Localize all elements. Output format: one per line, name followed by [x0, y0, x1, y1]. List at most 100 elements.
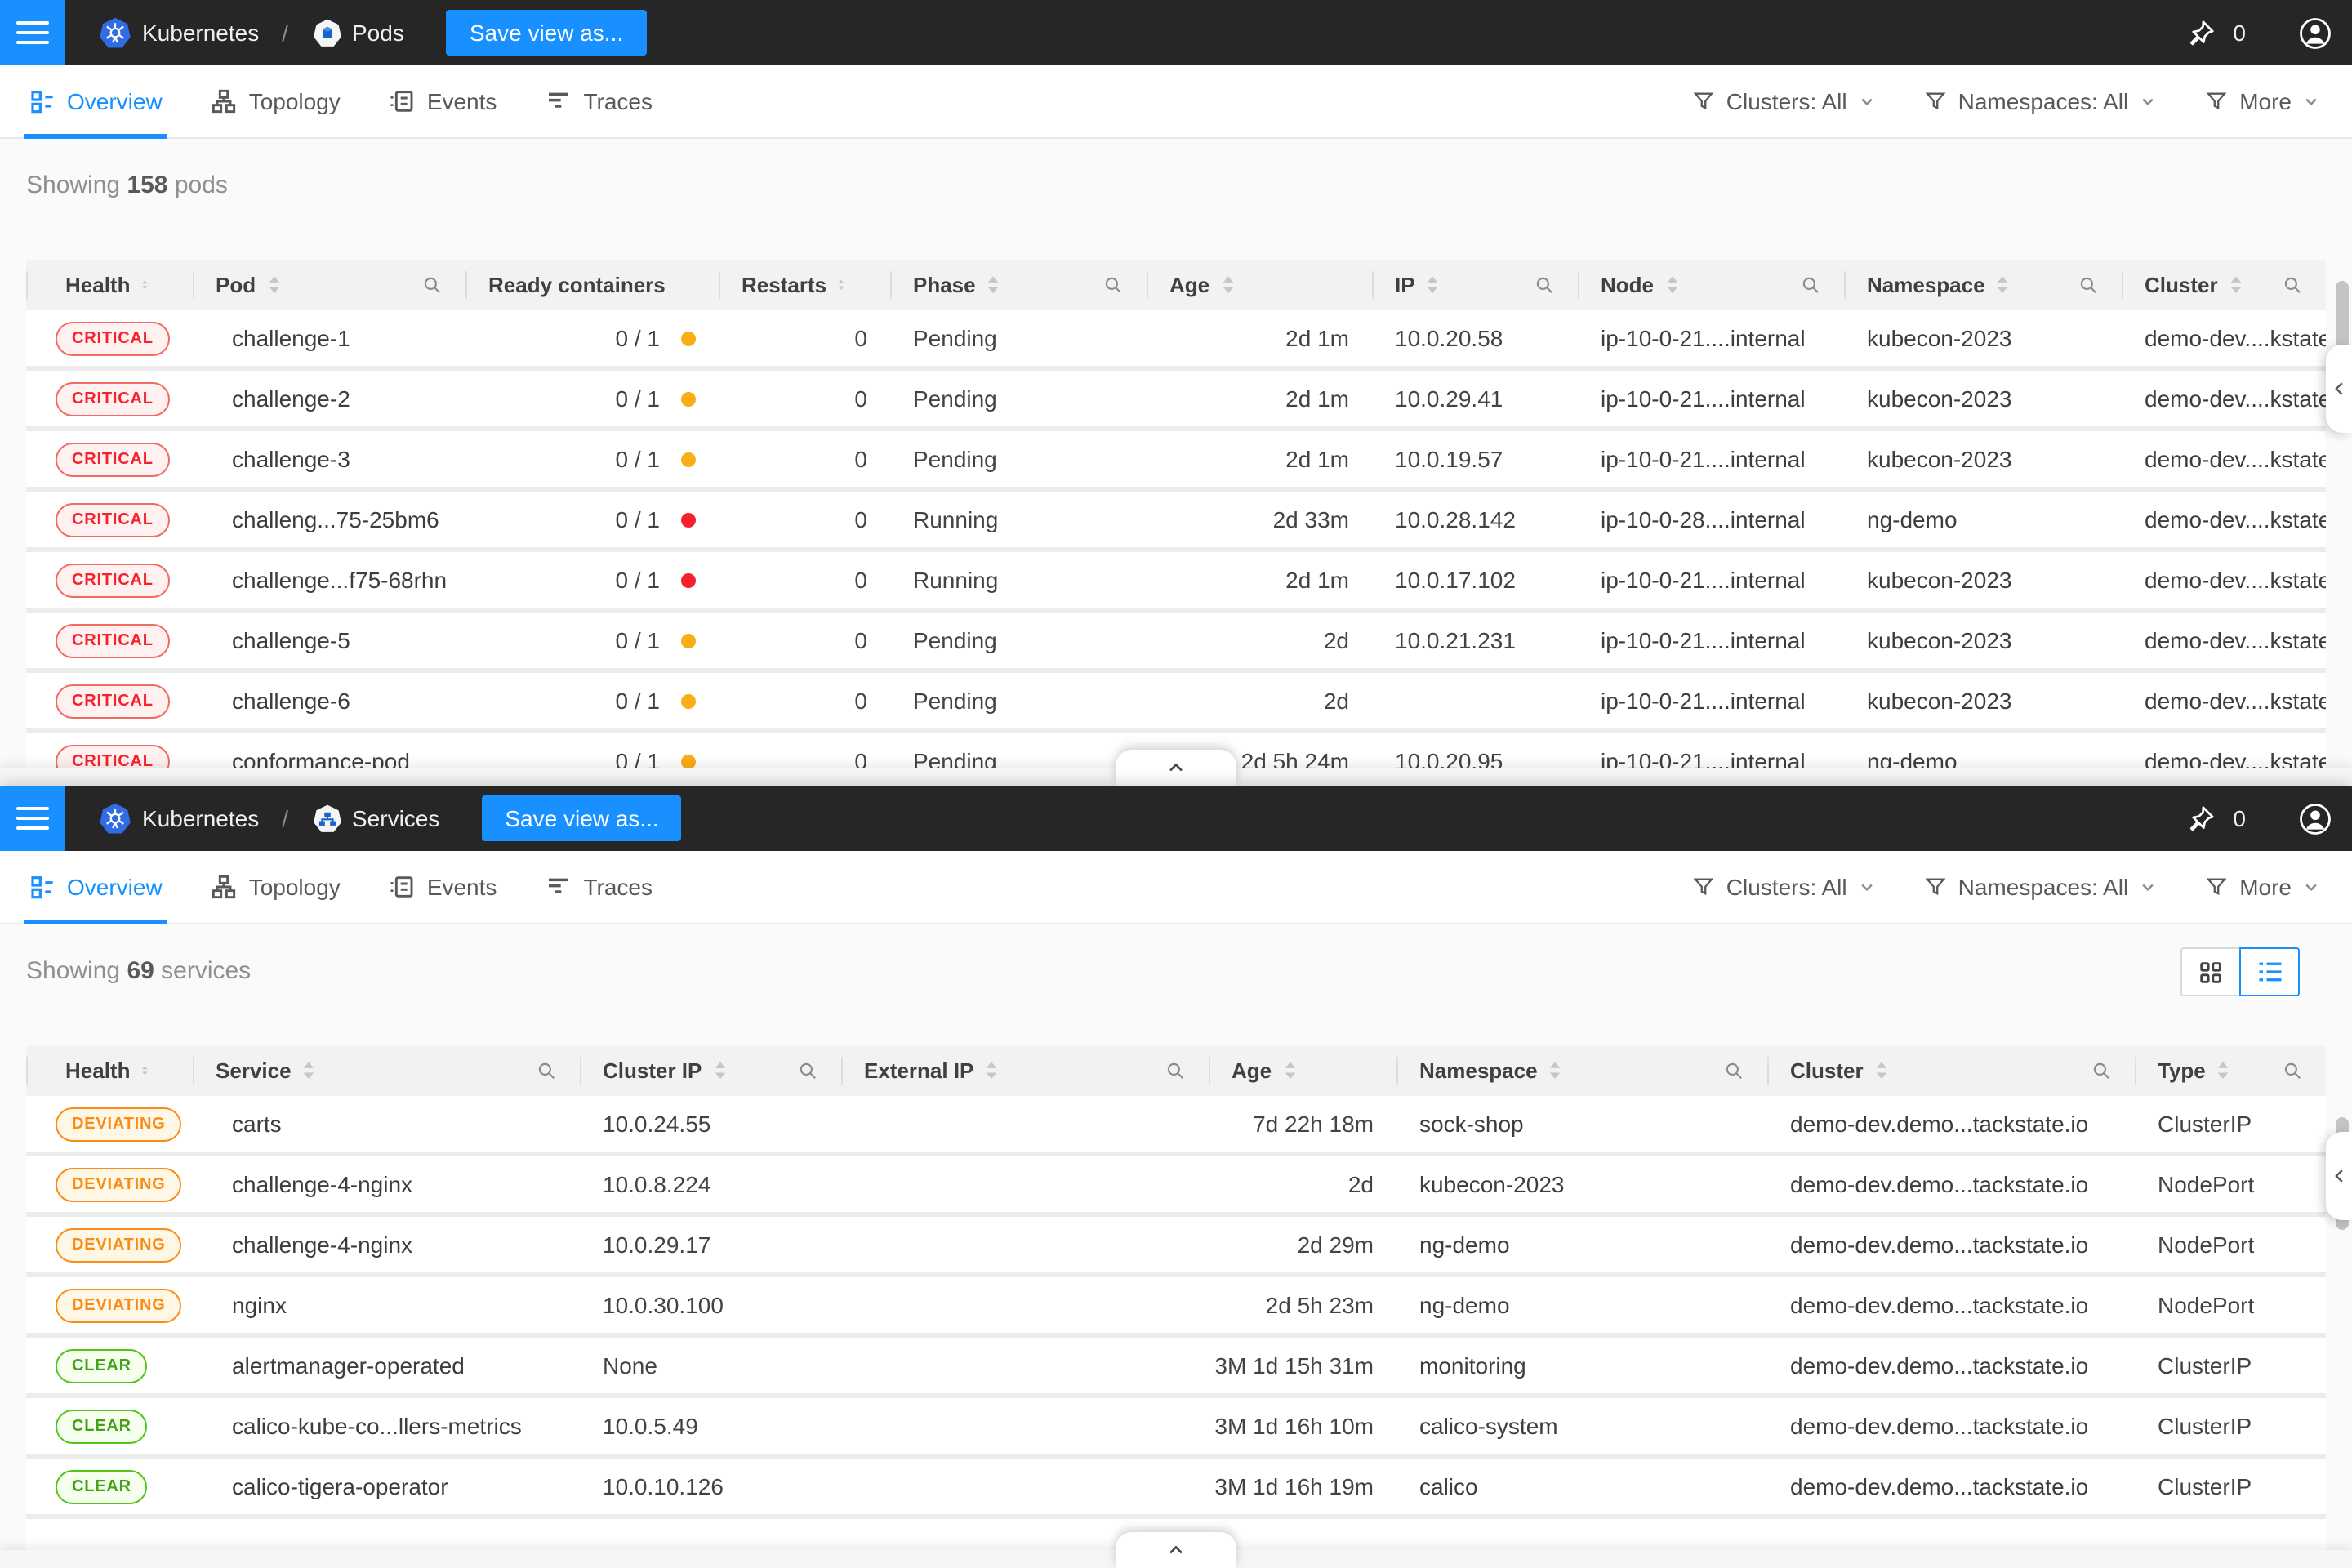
sort-icon[interactable]	[140, 1058, 149, 1083]
column-header[interactable]: IP	[1372, 260, 1578, 310]
service-table-row[interactable]: DEVIATING carts 10.0.24.55 7d 22h 18m so…	[26, 1096, 2326, 1156]
column-search-icon[interactable]	[1165, 1060, 1186, 1081]
pin-icon[interactable]	[2185, 803, 2216, 834]
sort-icon[interactable]	[2228, 273, 2244, 297]
sort-icon[interactable]	[301, 1058, 318, 1083]
menu-button[interactable]	[0, 0, 65, 65]
namespace-link[interactable]: calico	[1419, 1473, 1478, 1499]
cluster-link[interactable]: demo-dev.demo...tackstate.io	[1790, 1473, 2089, 1499]
collapse-right-panel-handle[interactable]	[2326, 345, 2352, 433]
list-view-button[interactable]	[2239, 947, 2300, 996]
tab-topology[interactable]: Topology	[212, 851, 341, 923]
service-table-row[interactable]: DEVIATING challenge-4-nginx 10.0.29.17 2…	[26, 1217, 2326, 1277]
service-link[interactable]: calico-tigera-operator	[232, 1473, 448, 1499]
namespace-link[interactable]: ng-demo	[1867, 506, 1958, 532]
filter-more[interactable]: More	[2205, 874, 2319, 900]
pod-link[interactable]: challeng...75-25bm6	[232, 506, 439, 532]
scroll-to-top-button[interactable]	[1116, 750, 1236, 786]
service-table-row[interactable]: CLEAR calico-kube-co...llers-metrics 10.…	[26, 1398, 2326, 1459]
pod-table-row[interactable]: CRITICAL challenge-3 0 / 1 0 Pending 2d …	[26, 431, 2326, 492]
filter-clusters[interactable]: Clusters: All	[1692, 88, 1875, 114]
namespace-link[interactable]: kubecon-2023	[1867, 385, 2012, 412]
breadcrumb-root[interactable]: Kubernetes	[142, 20, 260, 46]
namespace-link[interactable]: ng-demo	[1419, 1292, 1510, 1318]
sort-icon[interactable]	[986, 273, 1002, 297]
sort-icon[interactable]	[1873, 1058, 1890, 1083]
tab-events[interactable]: Events	[390, 851, 497, 923]
column-header[interactable]: Type	[2135, 1045, 2326, 1096]
node-link[interactable]: ip-10-0-21....internal	[1601, 567, 1806, 593]
node-link[interactable]: ip-10-0-28....internal	[1601, 506, 1806, 532]
sort-icon[interactable]	[711, 1058, 728, 1083]
service-table-row[interactable]: CLEAR calico-tigera-operator 10.0.10.126…	[26, 1459, 2326, 1519]
pod-link[interactable]: challenge-2	[232, 385, 350, 412]
tab-topology[interactable]: Topology	[212, 65, 341, 137]
save-view-button[interactable]: Save view as...	[446, 10, 647, 56]
column-search-icon[interactable]	[2282, 274, 2303, 296]
sort-icon[interactable]	[1548, 1058, 1564, 1083]
sort-icon[interactable]	[1664, 273, 1680, 297]
tab-traces[interactable]: Traces	[546, 65, 653, 137]
node-link[interactable]: ip-10-0-21....internal	[1601, 325, 1806, 351]
column-header[interactable]: Health	[26, 1045, 193, 1096]
sort-icon[interactable]	[1281, 1058, 1298, 1083]
pod-link[interactable]: challenge-3	[232, 446, 350, 472]
namespace-link[interactable]: kubecon-2023	[1867, 325, 2012, 351]
column-header[interactable]: Cluster	[2122, 260, 2326, 310]
node-link[interactable]: ip-10-0-21....internal	[1601, 446, 1806, 472]
namespace-link[interactable]: kubecon-2023	[1867, 446, 2012, 472]
service-table-row[interactable]: DEVIATING nginx 10.0.30.100 2d 5h 23m ng…	[26, 1277, 2326, 1338]
pod-table-row[interactable]: CRITICAL challenge-2 0 / 1 0 Pending 2d …	[26, 371, 2326, 431]
node-link[interactable]: ip-10-0-21....internal	[1601, 385, 1806, 412]
column-header[interactable]: Age	[1147, 260, 1372, 310]
column-header[interactable]: Pod	[193, 260, 466, 310]
cluster-link[interactable]: demo-dev.demo...tackstate.io	[1790, 1352, 2089, 1379]
service-link[interactable]: alertmanager-operated	[232, 1352, 465, 1379]
pod-link[interactable]: challenge...f75-68rhn	[232, 567, 448, 593]
column-header[interactable]: Age	[1209, 1045, 1396, 1096]
namespace-link[interactable]: kubecon-2023	[1419, 1171, 1565, 1197]
cluster-link[interactable]: demo-dev.demo...tackstate.io	[1790, 1413, 2089, 1439]
column-search-icon[interactable]	[2091, 1060, 2112, 1081]
sort-icon[interactable]	[1995, 273, 2011, 297]
pod-table-row[interactable]: CRITICAL challeng...75-25bm6 0 / 1 0 Run…	[26, 492, 2326, 552]
service-link[interactable]: challenge-4-nginx	[232, 1171, 413, 1197]
tab-overview[interactable]: Overview	[24, 851, 168, 924]
pod-table-row[interactable]: CRITICAL challenge-6 0 / 1 0 Pending 2d …	[26, 673, 2326, 733]
column-header[interactable]: Node	[1578, 260, 1844, 310]
namespace-link[interactable]: kubecon-2023	[1867, 688, 2012, 714]
service-link[interactable]: challenge-4-nginx	[232, 1232, 413, 1258]
column-search-icon[interactable]	[797, 1060, 818, 1081]
cluster-link[interactable]: demo-dev.demo...tackstate.io	[1790, 1171, 2089, 1197]
avatar[interactable]	[2298, 801, 2332, 835]
column-search-icon[interactable]	[1800, 274, 1821, 296]
cluster-link[interactable]: demo-dev....kstate.io	[2145, 446, 2326, 472]
column-search-icon[interactable]	[536, 1060, 557, 1081]
menu-button[interactable]	[0, 786, 65, 851]
column-header[interactable]: Ready containers	[466, 260, 719, 310]
cluster-link[interactable]: demo-dev....kstate.io	[2145, 506, 2326, 532]
sort-icon[interactable]	[1219, 273, 1236, 297]
tab-traces[interactable]: Traces	[546, 851, 653, 923]
pod-table-row[interactable]: CRITICAL challenge-1 0 / 1 0 Pending 2d …	[26, 310, 2326, 371]
column-header[interactable]: External IP	[841, 1045, 1209, 1096]
column-search-icon[interactable]	[1102, 274, 1124, 296]
cluster-link[interactable]: demo-dev.demo...tackstate.io	[1790, 1292, 2089, 1318]
cluster-link[interactable]: demo-dev....kstate.io	[2145, 385, 2326, 412]
namespace-link[interactable]: kubecon-2023	[1867, 567, 2012, 593]
node-link[interactable]: ip-10-0-21....internal	[1601, 627, 1806, 653]
service-table-row[interactable]: CLEAR alertmanager-operated None 3M 1d 1…	[26, 1338, 2326, 1398]
column-header[interactable]: Restarts	[719, 260, 890, 310]
column-search-icon[interactable]	[2078, 274, 2099, 296]
column-header[interactable]: Health	[26, 260, 193, 310]
namespace-link[interactable]: kubecon-2023	[1867, 627, 2012, 653]
node-link[interactable]: ip-10-0-21....internal	[1601, 688, 1806, 714]
service-link[interactable]: nginx	[232, 1292, 287, 1318]
vertical-scrollbar[interactable]	[2336, 281, 2349, 363]
pod-link[interactable]: challenge-1	[232, 325, 350, 351]
cluster-link[interactable]: demo-dev....kstate.io	[2145, 325, 2326, 351]
pod-link[interactable]: challenge-6	[232, 688, 350, 714]
service-table-row[interactable]: DEVIATING challenge-4-nginx 10.0.8.224 2…	[26, 1156, 2326, 1217]
cluster-link[interactable]: demo-dev.demo...tackstate.io	[1790, 1232, 2089, 1258]
sort-icon[interactable]	[836, 273, 846, 297]
